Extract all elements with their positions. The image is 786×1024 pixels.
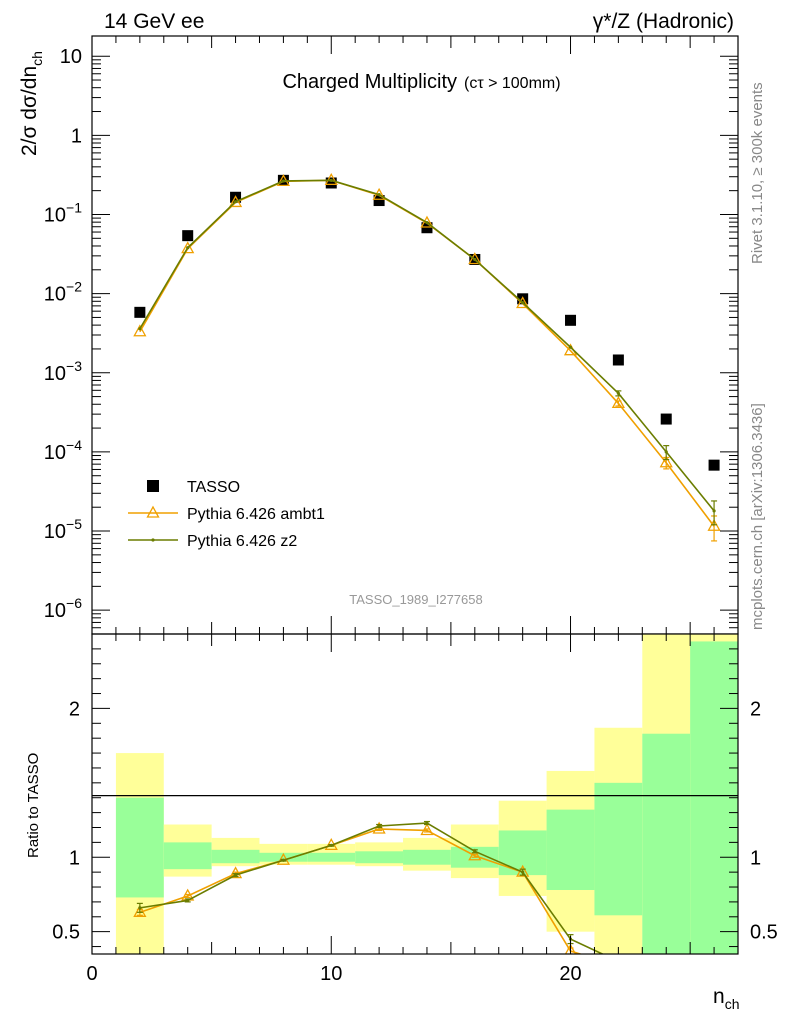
data-point <box>134 306 146 318</box>
mcplots-label: mcplots.cern.ch [arXiv:1306.3436] <box>749 403 766 630</box>
ratio-point <box>420 823 434 836</box>
data-point <box>182 230 194 242</box>
ratio-point <box>473 849 477 853</box>
ratio-point <box>138 906 142 910</box>
ratio-point <box>613 960 624 970</box>
ratio-y-label: Ratio to TASSO <box>25 753 42 858</box>
ratio-point <box>281 858 286 862</box>
uncertainty-band-inner <box>211 849 260 864</box>
ratio-point <box>228 866 243 879</box>
ratio-frame <box>91 633 739 955</box>
data-point <box>473 257 477 262</box>
x-axis-label: nch <box>713 985 739 1012</box>
ratio-point <box>617 960 620 963</box>
ratio-point <box>329 843 333 847</box>
ratio-y-tick-label-right: 2 <box>750 698 761 720</box>
analysis-watermark: TASSO_1989_I277658 <box>349 592 482 607</box>
data-point <box>377 193 381 197</box>
data-point <box>611 396 625 409</box>
uncertainty-band-inner <box>163 842 212 870</box>
data-point <box>373 195 385 207</box>
uncertainty-band-inner <box>403 849 451 865</box>
y-tick-label: 1 <box>71 125 82 147</box>
y-tick-label: 10−6 <box>44 595 82 622</box>
uncertainty-band-inner <box>307 852 356 862</box>
ratio-point <box>133 904 147 917</box>
data-point <box>708 459 720 471</box>
legend-label: Pythia 6.426 ambt1 <box>187 506 325 523</box>
data-point <box>324 172 338 185</box>
data-point <box>565 314 577 326</box>
data-point <box>133 324 147 337</box>
y-tick-label: 10−2 <box>44 279 82 306</box>
main-panel: 10 1 10−1 10−2 10−3 10−4 10−5 10−6 Charged Mult… <box>18 35 739 635</box>
uncertainty-band-inner <box>546 809 595 890</box>
uncertainty-band-inner <box>355 851 404 864</box>
data-point <box>612 354 624 366</box>
data-point <box>420 215 434 228</box>
data-point <box>468 252 482 265</box>
uncertainty-band-inner <box>498 830 547 876</box>
rivet-label: Rivet 3.1.10, ≥ 300k events <box>749 82 766 264</box>
x-tick-label: 10 <box>320 963 342 985</box>
ratio-y-tick-label-right: 0.5 <box>750 922 778 944</box>
legend-label: TASSO <box>187 479 240 496</box>
y-axis-label: 2/σ dσ/dnch <box>18 51 45 156</box>
data-point <box>233 200 238 204</box>
y-tick-label: 10−3 <box>44 358 82 385</box>
data-point <box>568 345 573 349</box>
legend-marker <box>147 480 159 492</box>
y-tick-label: 10−1 <box>44 199 82 226</box>
uncertainty-band-inner <box>594 782 643 916</box>
ratio-point <box>425 821 429 825</box>
data-point <box>138 327 142 331</box>
ratio-point <box>521 870 525 874</box>
x-tick-label: 20 <box>559 963 581 985</box>
data-point <box>181 241 195 254</box>
legend: TASSO Pythia 6.426 ambt1 Pythia 6.426 z2 <box>128 479 325 550</box>
data-point <box>712 509 716 513</box>
data-point <box>425 220 429 225</box>
data-point <box>329 178 333 182</box>
y-tick-label: 10−5 <box>44 516 82 543</box>
chart-title-suffix: (cτ > 100mm) <box>464 75 561 92</box>
ratio-point <box>233 873 238 877</box>
ratio-y-tick-label: 1 <box>69 847 80 869</box>
y-tick-label: 10−4 <box>44 437 82 464</box>
ratio-point <box>468 848 482 861</box>
ratio-y-tick-label: 2 <box>69 698 80 720</box>
x-tick-label: 0 <box>86 963 97 985</box>
ratio-y-tick-label-right: 1 <box>750 847 761 869</box>
data-point <box>664 450 668 454</box>
legend-marker <box>151 538 155 542</box>
chart-title: Charged Multiplicity <box>282 71 457 93</box>
ratio-point <box>564 943 577 954</box>
data-point <box>516 296 530 309</box>
data-point <box>660 413 672 425</box>
data-point <box>325 177 337 189</box>
legend-label: Pythia 6.426 z2 <box>187 533 297 550</box>
uncertainty-band-inner <box>259 852 308 862</box>
uncertainty-band-inner <box>642 733 691 954</box>
data-point <box>421 222 433 234</box>
y-tick-label: 10 <box>60 46 82 68</box>
legend-marker <box>146 505 160 518</box>
ratio-panel: 0.5 0.51 12 20 10 20 Ratio to TASSO nch <box>25 633 778 1012</box>
data-point <box>616 391 620 395</box>
uncertainty-band-inner <box>115 797 164 898</box>
header-left: 14 GeV ee <box>104 10 204 33</box>
ratio-y-tick-label: 0.5 <box>52 922 80 944</box>
header-right: γ*/Z (Hadronic) <box>593 10 734 33</box>
ratio-point <box>186 898 190 903</box>
ratio-point <box>377 824 381 828</box>
data-point <box>521 301 525 305</box>
data-point <box>281 179 286 183</box>
data-point <box>228 195 243 208</box>
data-point <box>659 455 673 468</box>
data-point <box>186 246 190 250</box>
